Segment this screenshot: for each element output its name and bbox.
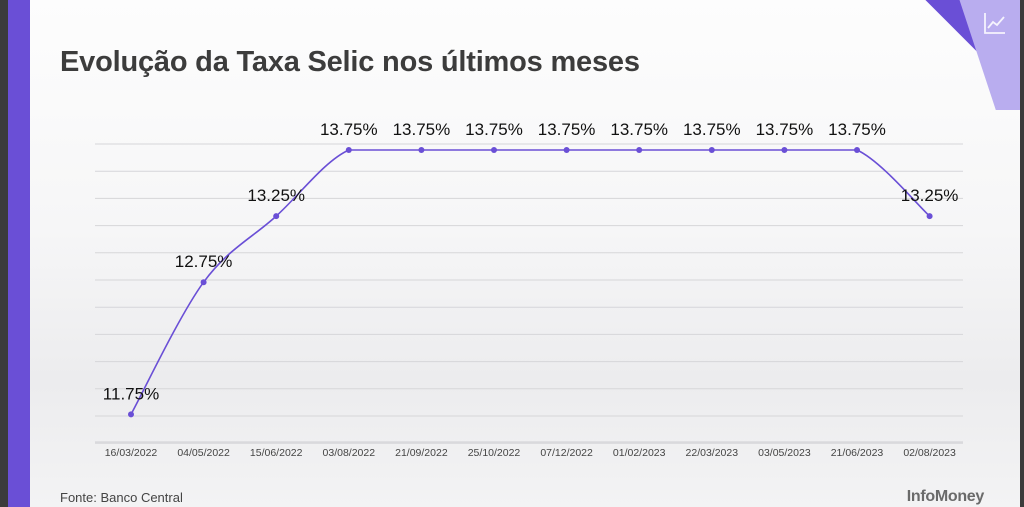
data-label: 13.75% bbox=[683, 120, 741, 139]
data-point bbox=[345, 147, 352, 153]
x-tick-label: 22/03/2023 bbox=[686, 447, 739, 459]
x-tick-label: 03/08/2022 bbox=[323, 447, 376, 459]
data-label: 11.75% bbox=[103, 384, 159, 403]
data-point bbox=[273, 213, 280, 220]
series-line bbox=[130, 149, 931, 415]
data-label: 12.75% bbox=[175, 252, 233, 271]
chart-card bbox=[30, 0, 1020, 507]
data-point bbox=[563, 147, 570, 153]
x-tick-label: 25/10/2022 bbox=[468, 447, 521, 459]
data-point bbox=[781, 147, 788, 153]
data-point bbox=[128, 411, 134, 418]
chart-title: Evolução da Taxa Selic nos últimos meses bbox=[60, 46, 640, 78]
x-tick-label: 21/06/2023 bbox=[831, 447, 884, 459]
data-point bbox=[708, 147, 715, 153]
brand-logo: InfoMoney bbox=[906, 488, 985, 505]
x-tick-label: 02/08/2023 bbox=[903, 447, 956, 459]
data-point bbox=[854, 147, 860, 153]
x-tick-label: 16/03/2022 bbox=[105, 447, 158, 459]
data-point bbox=[418, 147, 425, 153]
x-tick-label: 01/02/2023 bbox=[613, 447, 666, 459]
data-point bbox=[491, 147, 497, 153]
data-label: 13.75% bbox=[538, 120, 596, 139]
data-label: 13.75% bbox=[828, 120, 886, 139]
data-point bbox=[636, 147, 643, 153]
data-point bbox=[926, 213, 933, 220]
data-label: 13.75% bbox=[756, 120, 814, 139]
data-label: 13.25% bbox=[247, 186, 305, 205]
data-label: 13.75% bbox=[465, 120, 523, 139]
x-tick-label: 04/05/2022 bbox=[177, 447, 230, 459]
x-tick-label: 15/06/2022 bbox=[250, 447, 303, 459]
data-label: 13.75% bbox=[610, 120, 668, 139]
chart-line-icon bbox=[984, 13, 1005, 34]
source-note: Fonte: Banco Central bbox=[60, 490, 183, 505]
x-tick-label: 07/12/2022 bbox=[540, 447, 593, 459]
x-tick-label: 03/05/2023 bbox=[758, 447, 811, 459]
x-tick-label: 21/09/2022 bbox=[395, 447, 448, 459]
data-label: 13.25% bbox=[901, 186, 959, 205]
data-label: 13.75% bbox=[320, 120, 378, 139]
data-label: 13.75% bbox=[393, 120, 451, 139]
data-point bbox=[200, 279, 207, 286]
